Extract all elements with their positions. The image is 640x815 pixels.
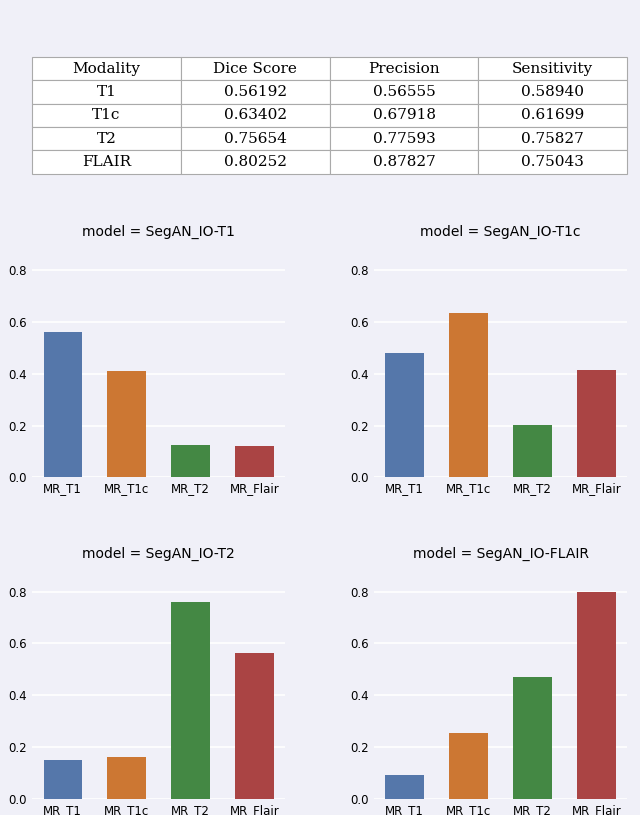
Bar: [449, 313, 488, 478]
Title: model = SegAN_IO-FLAIR: model = SegAN_IO-FLAIR: [413, 546, 589, 561]
Y-axis label: dice score: dice score: [0, 328, 3, 393]
Bar: [513, 676, 552, 799]
Title: model = SegAN_IO-T1: model = SegAN_IO-T1: [82, 225, 235, 239]
Bar: [108, 757, 146, 799]
Bar: [44, 332, 82, 478]
Title: model = SegAN_IO-T1c: model = SegAN_IO-T1c: [420, 225, 581, 239]
Bar: [385, 775, 424, 799]
Bar: [385, 353, 424, 478]
Bar: [172, 601, 210, 799]
Bar: [513, 425, 552, 478]
Bar: [108, 371, 146, 478]
Bar: [449, 734, 488, 799]
Bar: [44, 760, 82, 799]
Title: model = SegAN_IO-T2: model = SegAN_IO-T2: [83, 546, 235, 561]
Bar: [577, 370, 616, 478]
Bar: [172, 446, 210, 478]
Bar: [577, 592, 616, 799]
Bar: [236, 446, 274, 478]
Bar: [236, 654, 274, 799]
Y-axis label: dice score: dice score: [0, 650, 3, 714]
